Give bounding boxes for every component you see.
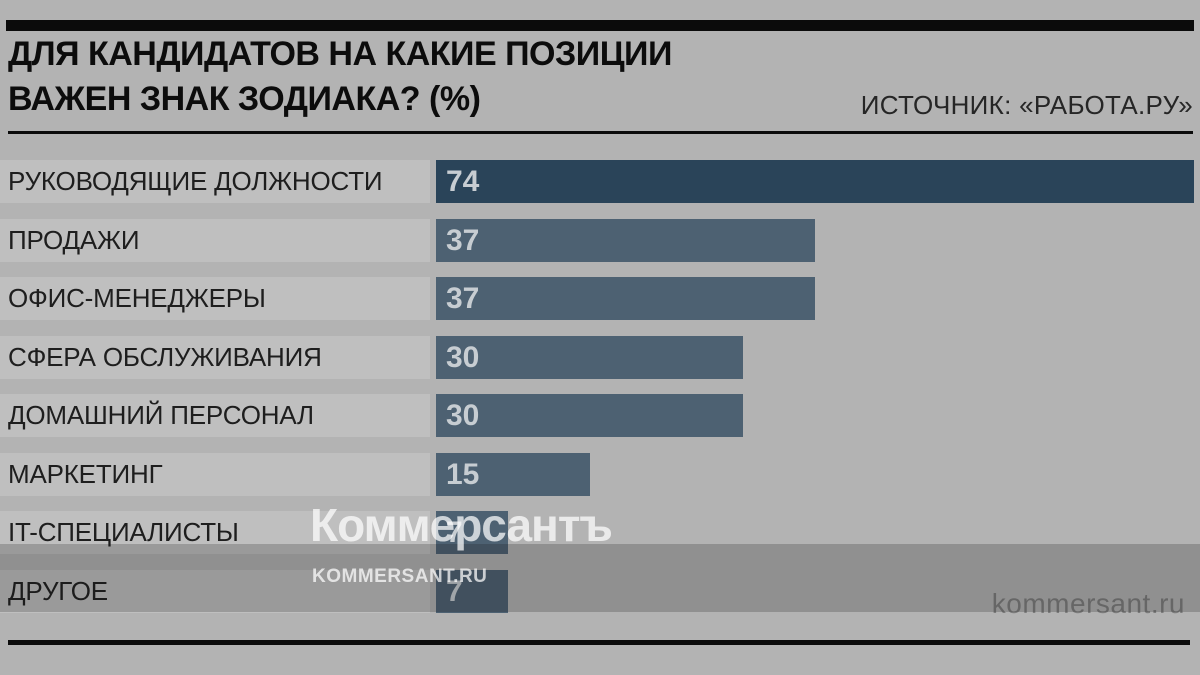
category-label: РУКОВОДЯЩИЕ ДОЛЖНОСТИ — [8, 166, 383, 196]
value-label: 74 — [446, 164, 480, 198]
chart-row: СФЕРА ОБСЛУЖИВАНИЯ 30 — [0, 336, 1200, 379]
value-label: 30 — [446, 398, 480, 432]
chart-row: IT-СПЕЦИАЛИСТЫ 7 — [0, 511, 1200, 554]
chart-row: ДОМАШНИЙ ПЕРСОНАЛ 30 — [0, 394, 1200, 437]
value-label: 37 — [446, 223, 480, 257]
top-rule — [6, 20, 1194, 31]
value-bar: 30 — [436, 394, 743, 437]
value-label: 7 — [446, 574, 463, 608]
value-bar: 74 — [436, 160, 1194, 203]
value-label: 30 — [446, 340, 480, 374]
value-label: 7 — [446, 515, 463, 549]
category-label: IT-СПЕЦИАЛИСТЫ — [8, 517, 239, 547]
category-label-background: РУКОВОДЯЩИЕ ДОЛЖНОСТИ — [0, 160, 430, 203]
watermark-band — [0, 544, 1200, 612]
category-label-background: IT-СПЕЦИАЛИСТЫ — [0, 511, 430, 554]
category-label-background: МАРКЕТИНГ — [0, 453, 430, 496]
value-bar: 7 — [436, 570, 508, 613]
category-label: ОФИС-МЕНЕДЖЕРЫ — [8, 283, 266, 313]
title-underline — [8, 131, 1193, 134]
chart-row: ДРУГОЕ 7 — [0, 570, 1200, 613]
category-label: ДОМАШНИЙ ПЕРСОНАЛ — [8, 400, 314, 430]
category-label-background: СФЕРА ОБСЛУЖИВАНИЯ — [0, 336, 430, 379]
value-bar: 37 — [436, 219, 815, 262]
value-bar: 37 — [436, 277, 815, 320]
category-label: ДРУГОЕ — [8, 576, 108, 606]
category-label: МАРКЕТИНГ — [8, 459, 163, 489]
value-bar: 7 — [436, 511, 508, 554]
chart-row: МАРКЕТИНГ 15 — [0, 453, 1200, 496]
bottom-rule — [8, 640, 1190, 645]
value-bar: 15 — [436, 453, 590, 496]
chart-row: ОФИС-МЕНЕДЖЕРЫ 37 — [0, 277, 1200, 320]
kommersant-url-watermark: KOMMERSANT.RU — [312, 566, 488, 587]
value-bar: 30 — [436, 336, 743, 379]
kommersant-logo-watermark: Коммерсантъ — [310, 499, 613, 551]
category-label-background: ОФИС-МЕНЕДЖЕРЫ — [0, 277, 430, 320]
page-title: ДЛЯ КАНДИДАТОВ НА КАКИЕ ПОЗИЦИИ ВАЖЕН ЗН… — [8, 35, 672, 118]
value-label: 15 — [446, 457, 480, 491]
category-label: СФЕРА ОБСЛУЖИВАНИЯ — [8, 342, 322, 372]
category-label: ПРОДАЖИ — [8, 225, 140, 255]
value-label: 37 — [446, 281, 480, 315]
category-label-background: ПРОДАЖИ — [0, 219, 430, 262]
category-label-background: ДРУГОЕ — [0, 570, 430, 613]
source-attribution: ИСТОЧНИК: «РАБОТА.РУ» — [860, 90, 1193, 120]
category-label-background: ДОМАШНИЙ ПЕРСОНАЛ — [0, 394, 430, 437]
chart-row: ПРОДАЖИ 37 — [0, 219, 1200, 262]
kommersant-site-watermark: kommersant.ru — [991, 588, 1185, 619]
chart-row: РУКОВОДЯЩИЕ ДОЛЖНОСТИ 74 — [0, 160, 1200, 203]
